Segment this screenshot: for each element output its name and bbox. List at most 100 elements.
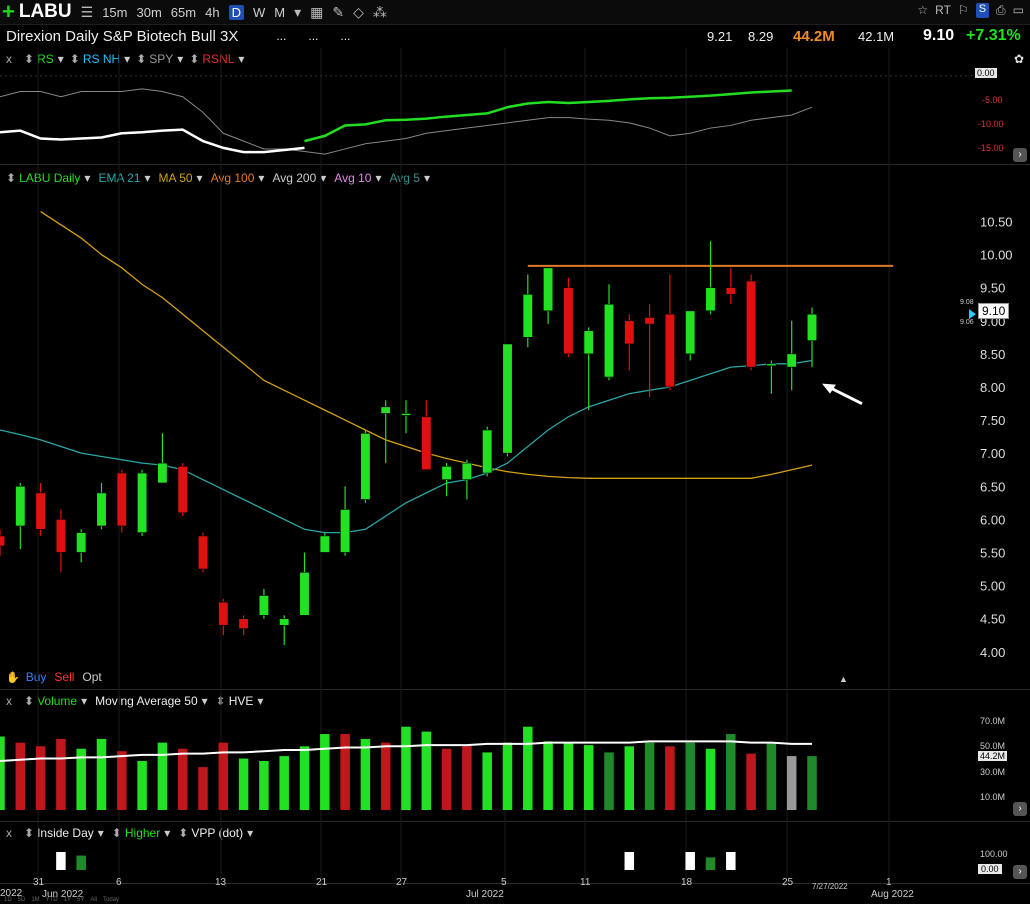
legend-moving-average-50[interactable]: Moving Average 50 (95, 694, 198, 708)
volume-toggle-icon[interactable]: ⬍ (24, 694, 35, 708)
realtime-badge[interactable]: RT (935, 3, 951, 17)
symbol-input[interactable]: LABU (18, 1, 72, 22)
price-tick-label-2: 5.00 (980, 579, 1005, 594)
chart-type-dropdown-icon[interactable]: ▾ (294, 3, 302, 20)
range-ytd[interactable]: YTD (45, 897, 58, 903)
volume-bar (441, 748, 452, 810)
quote-last: 9.10 (923, 27, 955, 44)
vpp-toggle-icon[interactable]: ⬍ (178, 826, 189, 840)
legend-avg5[interactable]: Avg 5 (389, 171, 420, 185)
sell-button[interactable]: Sell (54, 670, 75, 684)
star-icon[interactable]: ☆ (917, 3, 929, 17)
volume-bar (502, 742, 513, 810)
legend-avg100-dropdown-icon[interactable]: ▾ (258, 171, 265, 185)
rsnl-dropdown-icon[interactable]: ▾ (238, 52, 245, 66)
alert-icon[interactable]: ⚐ (957, 3, 969, 17)
legend-ema21-dropdown-icon[interactable]: ▾ (144, 171, 151, 185)
spy-toggle-icon[interactable]: ⬍ (136, 52, 147, 66)
candle-body (96, 492, 107, 527)
inside-day-dropdown-icon[interactable]: ▾ (97, 826, 104, 840)
legend-ma50[interactable]: MA 50 (158, 171, 193, 185)
range-5y[interactable]: 5Y (77, 897, 85, 903)
pencil-icon[interactable]: ✎ (332, 3, 345, 20)
legend-avg200-dropdown-icon[interactable]: ▾ (320, 171, 327, 185)
range-1m[interactable]: 1M (31, 897, 40, 903)
legend-rsnl[interactable]: RSNL (202, 52, 235, 66)
palette-icon[interactable]: ✿ (1014, 52, 1025, 66)
collapse-triangle-icon[interactable]: ▲ (839, 674, 848, 684)
window-icon[interactable]: ▭ (1012, 3, 1024, 17)
timeframe-15m[interactable]: 15m (102, 4, 128, 20)
bottom-expand-arrow-icon[interactable]: › (1013, 865, 1027, 879)
price-tick-label-3: 5.50 (980, 545, 1005, 560)
date-label-aug: Aug 2022 (871, 889, 914, 900)
legend-avg5-dropdown-icon[interactable]: ▾ (423, 171, 430, 185)
print-icon[interactable]: ⎙ (996, 3, 1006, 17)
higher-toggle-icon[interactable]: ⬍ (111, 826, 122, 840)
hand-icon[interactable]: ✋ (6, 671, 20, 684)
legend-avg100[interactable]: Avg 100 (210, 171, 255, 185)
timeframe-65m[interactable]: 65m (170, 4, 197, 20)
share-icon[interactable]: ⁂ (372, 3, 387, 20)
legend-hve[interactable]: HVE (228, 694, 254, 708)
rs-dropdown-icon[interactable]: ▾ (57, 52, 64, 66)
spy-dropdown-icon[interactable]: ▾ (177, 52, 184, 66)
candle-body (725, 287, 736, 295)
hve-dropdown-icon[interactable]: ▾ (257, 694, 264, 708)
close-rs-panel[interactable]: x (6, 52, 12, 66)
eraser-icon[interactable]: ◇ (353, 3, 364, 20)
price-toggle-icon[interactable]: ⬍ (6, 171, 17, 185)
inside-day-toggle-icon[interactable]: ⬍ (24, 826, 35, 840)
legend-volume[interactable]: Volume (37, 694, 78, 708)
range-today[interactable]: Today (103, 897, 120, 903)
opt-button[interactable]: Opt (82, 670, 102, 684)
add-symbol-icon[interactable]: + (2, 0, 15, 24)
legend-labu-daily[interactable]: LABU Daily (19, 171, 81, 185)
calculator-icon[interactable]: ▦ (310, 3, 324, 20)
rsnh-dropdown-icon[interactable]: ▾ (124, 52, 131, 66)
rs-axis-label-2: -10.00 (978, 119, 1004, 129)
legend-rs-nh[interactable]: RS NH (82, 52, 121, 66)
legend-inside-day[interactable]: Inside Day (37, 826, 94, 840)
volume-expand-arrow-icon[interactable]: › (1013, 802, 1027, 816)
rs-toggle-icon[interactable]: ⬍ (24, 52, 35, 66)
buy-button[interactable]: Buy (25, 670, 47, 684)
timeframe-daily[interactable]: D (228, 4, 244, 20)
range-1d[interactable]: 1D (4, 897, 12, 903)
range-5d[interactable]: 5D (17, 897, 26, 903)
legend-ma50-dropdown-icon[interactable]: ▾ (196, 171, 203, 185)
candle-body (197, 535, 209, 570)
volume-bar (665, 746, 675, 810)
close-volume-panel[interactable]: x (6, 694, 12, 708)
legend-avg10[interactable]: Avg 10 (334, 171, 372, 185)
rs-axis-label-3: -15.00 (978, 143, 1004, 153)
settings-icon[interactable]: ☰ (80, 3, 94, 20)
vpp-dropdown-icon[interactable]: ▾ (247, 826, 254, 840)
range-1y[interactable]: 1Y (63, 897, 72, 903)
timeframe-monthly[interactable]: M (274, 4, 286, 20)
rsnl-toggle-icon[interactable]: ⬍ (189, 52, 200, 66)
close-bottom-panel[interactable]: x (6, 826, 12, 840)
date-label-5: 5 (501, 877, 507, 888)
volume-bar (705, 748, 716, 810)
volume-bar (15, 742, 26, 810)
legend-daily-dropdown-icon[interactable]: ▾ (84, 171, 91, 185)
timeframe-30m[interactable]: 30m (136, 4, 162, 20)
range-all[interactable]: All (90, 897, 98, 903)
rsnh-toggle-icon[interactable]: ⬍ (69, 52, 80, 66)
rs-expand-arrow-icon[interactable]: › (1013, 148, 1027, 162)
legend-higher[interactable]: Higher (124, 826, 161, 840)
legend-rs[interactable]: RS (37, 52, 54, 66)
timeframe-weekly[interactable]: W (252, 4, 266, 20)
volume-bar (238, 758, 249, 810)
legend-spy[interactable]: SPY (149, 52, 174, 66)
timeframe-4h[interactable]: 4h (205, 4, 220, 20)
ma50-vol-dropdown-icon[interactable]: ▾ (201, 694, 208, 708)
volume-dropdown-icon[interactable]: ▾ (81, 694, 88, 708)
legend-avg10-dropdown-icon[interactable]: ▾ (375, 171, 382, 185)
legend-avg200[interactable]: Avg 200 (272, 171, 317, 185)
higher-dropdown-icon[interactable]: ▾ (164, 826, 171, 840)
legend-vpp-dot[interactable]: VPP (dot) (191, 826, 244, 840)
screener-badge[interactable]: S (975, 3, 990, 18)
